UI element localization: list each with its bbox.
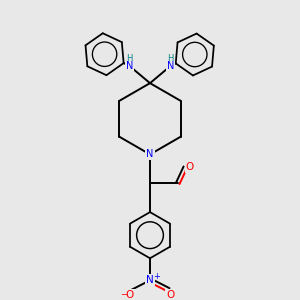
Text: O: O xyxy=(125,290,134,300)
Text: −: − xyxy=(120,290,127,299)
Text: N: N xyxy=(167,61,175,71)
Text: N: N xyxy=(125,61,133,71)
Text: O: O xyxy=(186,162,194,172)
Text: H: H xyxy=(168,54,174,63)
Text: O: O xyxy=(166,290,175,300)
Text: N: N xyxy=(146,275,154,285)
Text: N: N xyxy=(146,149,154,159)
Text: +: + xyxy=(153,272,160,281)
Text: H: H xyxy=(126,54,132,63)
